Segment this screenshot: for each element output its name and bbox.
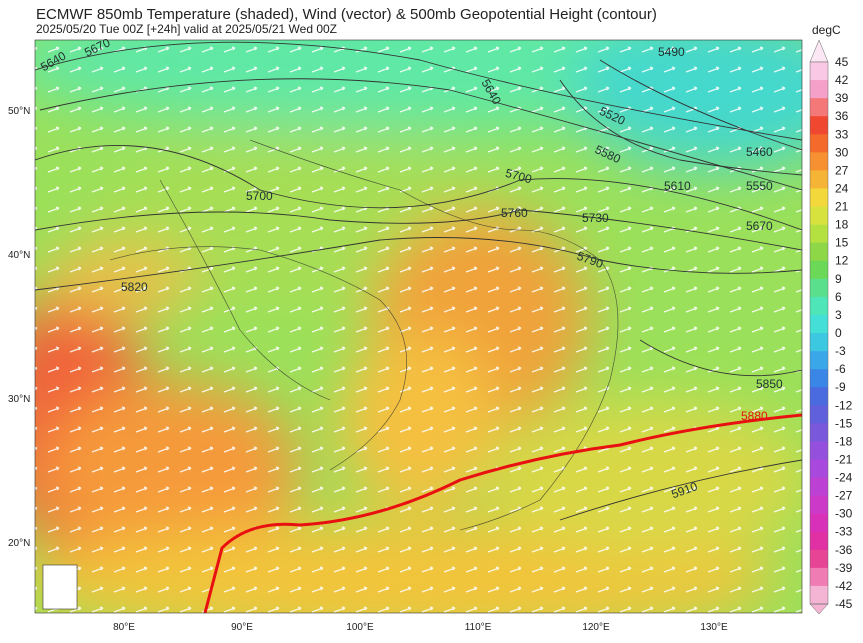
- lon-label: 100°E: [346, 622, 374, 633]
- colorbar-label: 6: [835, 290, 842, 304]
- colorbar-label: 42: [835, 73, 849, 87]
- contour-label: 5460: [746, 145, 773, 159]
- lon-label: 80°E: [113, 622, 135, 633]
- lat-labels: 50°N 40°N 30°N 20°N: [8, 106, 30, 549]
- contour-label: 5880: [741, 409, 768, 423]
- colorbar-swatch: [810, 495, 828, 514]
- colorbar-label: -42: [835, 579, 853, 593]
- colorbar-label: 39: [835, 91, 849, 105]
- colorbar-label: -30: [835, 507, 853, 521]
- colorbar-label: -36: [835, 543, 853, 557]
- colorbar-swatch: [810, 477, 828, 496]
- colorbar-label: -27: [835, 489, 853, 503]
- colorbar-swatch: [810, 333, 828, 352]
- colorbar-end: [809, 603, 829, 615]
- colorbar-swatch: [810, 423, 828, 442]
- lon-labels: 80°E 90°E 100°E 110°E 120°E 130°E: [113, 622, 728, 633]
- colorbar-label: -39: [835, 561, 853, 575]
- colorbar-label: 12: [835, 254, 849, 268]
- subtitle: 2025/05/20 Tue 00Z [+24h] valid at 2025/…: [36, 22, 337, 36]
- colorbar-label: 3: [835, 308, 842, 322]
- colorbar-swatch: [810, 513, 828, 533]
- colorbar-label: 33: [835, 127, 849, 141]
- borders: [109, 139, 619, 531]
- colorbar-label: 36: [835, 109, 849, 123]
- height-contours: [35, 41, 802, 521]
- colorbar-swatch: [810, 351, 828, 370]
- colorbar-end: [809, 39, 829, 63]
- colorbar-swatch: [810, 62, 828, 81]
- contour-label: 5550: [746, 179, 773, 193]
- colorbar-swatch: [810, 531, 828, 551]
- colorbar-label: 9: [835, 272, 842, 286]
- colorbar-swatch: [810, 170, 828, 189]
- lon-label: 90°E: [231, 622, 253, 633]
- lon-label: 110°E: [465, 622, 492, 633]
- colorbar-label: 45: [835, 55, 849, 69]
- colorbar-swatch: [810, 80, 828, 99]
- colorbar-label: 15: [835, 236, 849, 250]
- colorbar-label: -45: [835, 597, 853, 611]
- colorbar-swatch: [810, 98, 828, 117]
- lat-label: 40°N: [8, 250, 30, 261]
- colorbar-swatch: [810, 278, 828, 298]
- contour-label: 5700: [246, 189, 273, 203]
- colorbar-swatch: [810, 188, 828, 207]
- colorbar-unit: degC: [812, 23, 841, 37]
- contour-label: 5670: [746, 219, 773, 233]
- colorbar-swatch: [810, 567, 828, 587]
- colorbar-label: -6: [835, 362, 846, 376]
- colorbar-swatch: [810, 116, 828, 135]
- colorbar-swatch: [810, 242, 828, 262]
- colorbar-frame: [809, 61, 829, 605]
- lat-label: 50°N: [8, 106, 30, 117]
- contour-label: 5610: [664, 179, 691, 193]
- lon-label: 120°E: [582, 622, 610, 633]
- colorbar-label: -9: [835, 380, 846, 394]
- title: ECMWF 850mb Temperature (shaded), Wind (…: [36, 6, 657, 23]
- colorbar: 4542393633302724211815129630-3-6-9-12-15…: [809, 39, 853, 615]
- contour-label: 5850: [756, 377, 783, 391]
- map-frame: [34, 39, 803, 614]
- contour-5880: [203, 413, 802, 613]
- colorbar-label: -18: [835, 434, 853, 448]
- colorbar-label: -24: [835, 471, 853, 485]
- colorbar-swatch: [810, 387, 828, 406]
- colorbar-swatch: [810, 206, 828, 225]
- contour-label: 5820: [121, 280, 148, 294]
- colorbar-label: 30: [835, 145, 849, 159]
- colorbar-swatch: [810, 459, 828, 478]
- colorbar-label: -12: [835, 398, 853, 412]
- colorbar-label: 27: [835, 163, 849, 177]
- colorbar-swatch: [810, 134, 828, 153]
- colorbar-label: -21: [835, 452, 853, 466]
- colorbar-swatch: [810, 585, 828, 605]
- colorbar-label: 21: [835, 200, 849, 214]
- colorbar-swatch: [810, 224, 828, 243]
- colorbar-label: 18: [835, 218, 849, 232]
- inset-map: [42, 564, 78, 610]
- contour-label: 5760: [501, 206, 528, 220]
- colorbar-label: -15: [835, 416, 853, 430]
- colorbar-label: -33: [835, 525, 853, 539]
- colorbar-swatch: [810, 549, 828, 569]
- colorbar-swatch: [810, 369, 828, 388]
- colorbar-label: 0: [835, 326, 842, 340]
- colorbar-swatch: [810, 296, 828, 316]
- lat-label: 20°N: [8, 538, 30, 549]
- colorbar-swatch: [810, 260, 828, 280]
- contour-label: 5490: [658, 45, 685, 59]
- colorbar-swatch: [810, 441, 828, 460]
- colorbar-swatch: [810, 405, 828, 424]
- colorbar-swatch: [810, 314, 828, 334]
- colorbar-label: 24: [835, 181, 849, 195]
- colorbar-label: -3: [835, 344, 846, 358]
- contour-label: 5700: [504, 166, 534, 187]
- colorbar-swatch: [810, 152, 828, 171]
- lon-label: 130°E: [700, 622, 728, 633]
- lat-label: 30°N: [8, 394, 30, 405]
- contour-label: 5730: [582, 211, 609, 225]
